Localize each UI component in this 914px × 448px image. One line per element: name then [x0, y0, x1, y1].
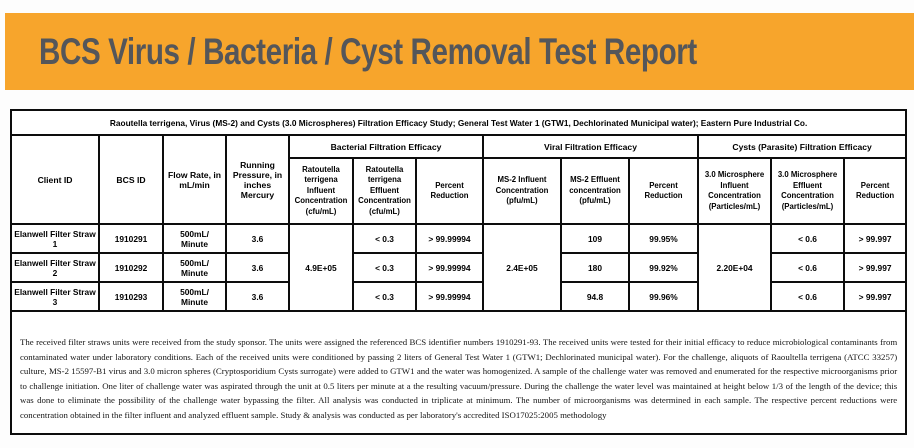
cell-bact-effluent: < 0.3: [352, 223, 417, 254]
cell-viral-percent: 99.92%: [628, 252, 699, 283]
cell-ms2-influent-merged: 2.4E+05: [482, 223, 562, 312]
col-header-client-id: Client ID: [10, 134, 100, 225]
cell-flow-rate: 500mL/ Minute: [162, 281, 227, 312]
cell-cyst-effluent: < 0.6: [770, 281, 845, 312]
group-header-viral: Viral Filtration Efficacy: [482, 134, 699, 159]
cell-bcs-id: 1910292: [98, 252, 164, 283]
cell-pressure: 3.6: [225, 281, 290, 312]
cell-flow-rate: 500mL/ Minute: [162, 223, 227, 254]
cell-ms2-effluent: 180: [560, 252, 630, 283]
cell-pressure: 3.6: [225, 252, 290, 283]
col-header-bcs-id: BCS ID: [98, 134, 164, 225]
cell-cyst-percent: > 99.997: [842, 281, 908, 312]
col-header-running-pressure: Running Pressure, in inches Mercury: [225, 134, 290, 225]
col-header-bact-influent: Ratoutella terrigena Influent Concentrat…: [288, 157, 354, 225]
cell-bact-effluent: < 0.3: [352, 281, 417, 312]
study-footnote: The received filter straws units were re…: [9, 310, 908, 435]
cell-cyst-influent-merged: 2.20E+04: [697, 223, 772, 312]
cell-viral-percent: 99.96%: [628, 281, 699, 312]
col-header-bact-effluent: Ratoutella terrigena Effluent Concentrat…: [352, 157, 417, 225]
study-title-row: Raoutella terrigena, Virus (MS-2) and Cy…: [9, 109, 908, 136]
footnote-row: The received filter straws units were re…: [9, 310, 908, 435]
col-header-cyst-effluent: 3.0 Microsphere Effluent Concentration (…: [770, 157, 845, 225]
cell-bact-influent-merged: 4.9E+05: [288, 223, 354, 312]
col-header-bact-percent-reduction: Percent Reduction: [415, 157, 484, 225]
col-header-viral-percent-reduction: Percent Reduction: [628, 157, 699, 225]
cell-cyst-effluent: < 0.6: [770, 252, 845, 283]
cell-bcs-id: 1910293: [98, 281, 164, 312]
col-header-ms2-effluent: MS-2 Effluent concentration (pfu/mL): [560, 157, 630, 225]
col-header-flow-rate: Flow Rate, in mL/min: [162, 134, 227, 225]
cell-bact-effluent: < 0.3: [352, 252, 417, 283]
cell-bact-percent: > 99.99994: [415, 223, 484, 254]
sub-header-row: Ratoutella terrigena Influent Concentrat…: [11, 157, 908, 225]
col-header-cyst-percent-reduction: Percent Reduction: [842, 157, 908, 225]
test-report-table: Raoutella terrigena, Virus (MS-2) and Cy…: [9, 109, 908, 435]
cell-cyst-percent: > 99.997: [842, 223, 908, 254]
cell-bact-percent: > 99.99994: [415, 252, 484, 283]
cell-ms2-effluent: 94.8: [560, 281, 630, 312]
cell-viral-percent: 99.95%: [628, 223, 699, 254]
cell-cyst-percent: > 99.997: [842, 252, 908, 283]
table-row-straw-3: Elanwell Filter Straw 3 1910293 500mL/ M…: [10, 281, 908, 312]
cell-cyst-effluent: < 0.6: [770, 223, 845, 254]
group-header-cysts: Cysts (Parasite) Filtration Efficacy: [696, 134, 908, 159]
cell-bact-percent: > 99.99994: [415, 281, 484, 312]
table-row-straw-1: Elanwell Filter Straw 1 1910291 500mL/ M…: [10, 223, 908, 312]
table-row-straw-2: Elanwell Filter Straw 2 1910292 500mL/ M…: [10, 252, 908, 283]
cell-flow-rate: 500mL/ Minute: [162, 252, 227, 283]
col-header-ms2-influent: MS-2 Influent Concentration (pfu/mL): [482, 157, 562, 225]
group-header-bacterial: Bacterial Filtration Efficacy: [288, 134, 484, 159]
cell-client-id: Elanwell Filter Straw 3: [10, 281, 100, 312]
cell-bcs-id: 1910291: [98, 223, 164, 254]
group-header-row: Client ID BCS ID Flow Rate, in mL/min Ru…: [10, 134, 908, 225]
cell-client-id: Elanwell Filter Straw 2: [10, 252, 100, 283]
cell-client-id: Elanwell Filter Straw 1: [10, 223, 100, 254]
cell-ms2-effluent: 109: [560, 223, 630, 254]
cell-pressure: 3.6: [225, 223, 290, 254]
report-header-banner: BCS Virus / Bacteria / Cyst Removal Test…: [5, 13, 914, 90]
study-title: Raoutella terrigena, Virus (MS-2) and Cy…: [9, 109, 908, 136]
col-header-cyst-influent: 3.0 Microsphere Influent Concentration (…: [697, 157, 772, 225]
page-title: BCS Virus / Bacteria / Cyst Removal Test…: [39, 30, 697, 72]
